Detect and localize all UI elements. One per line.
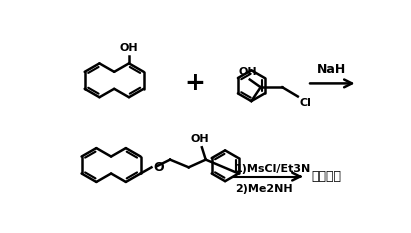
- Text: 达泊西汀: 达泊西汀: [312, 170, 342, 183]
- Text: +: +: [184, 71, 205, 95]
- Text: O: O: [153, 161, 164, 174]
- Text: 2)Me2NH: 2)Me2NH: [235, 184, 293, 194]
- Text: OH: OH: [120, 43, 138, 53]
- Text: 1)MsCl/Et3N: 1)MsCl/Et3N: [235, 164, 311, 174]
- Text: NaH: NaH: [317, 63, 346, 76]
- Text: OH: OH: [239, 67, 258, 77]
- Text: Cl: Cl: [299, 98, 311, 108]
- Text: OH: OH: [190, 134, 209, 144]
